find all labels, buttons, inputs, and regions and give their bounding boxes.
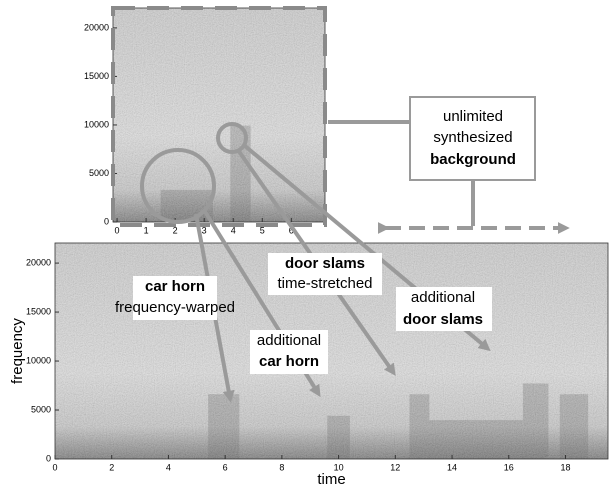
x-tick-label: 6	[223, 462, 228, 472]
x-tick-label: 0	[115, 225, 120, 235]
annotation: car horn	[145, 278, 205, 295]
callout-box	[409, 96, 536, 181]
y-tick-label: 5000	[89, 168, 109, 178]
x-tick-label: 2	[173, 225, 178, 235]
noise	[113, 8, 325, 222]
y-tick-label: 0	[104, 216, 109, 226]
x-tick-label: 2	[109, 462, 114, 472]
annotation: synthesized	[433, 129, 512, 146]
annotation: car horn	[259, 353, 319, 370]
label-bg	[396, 287, 492, 331]
x-tick-label: 10	[334, 462, 344, 472]
annotation: unlimited	[443, 108, 503, 125]
x-tick-label: 4	[166, 462, 171, 472]
x-tick-label: 14	[447, 462, 457, 472]
y-tick-label: 20000	[84, 22, 109, 32]
x-tick-label: 6	[289, 225, 294, 235]
y-tick-label: 10000	[84, 119, 109, 129]
x-tick-label: 12	[390, 462, 400, 472]
dashed-frame	[111, 6, 327, 227]
top-spectrogram: 0 1 2 3 4 5 6 0 5000 10000 15000 20000	[84, 7, 326, 235]
annotation: background	[430, 151, 516, 168]
annotation: additional	[411, 289, 475, 306]
x-tick-label: 0	[52, 462, 57, 472]
x-tick-label: 1	[144, 225, 149, 235]
y-tick-label: 10000	[26, 355, 51, 365]
label-bg	[250, 330, 328, 374]
x-tick-label: 8	[279, 462, 284, 472]
annotation: time-stretched	[277, 275, 372, 292]
x-tick-label: 18	[560, 462, 570, 472]
y-tick-label: 20000	[26, 257, 51, 267]
highlight-circle	[140, 148, 216, 224]
x-tick-label: 5	[260, 225, 265, 235]
y-tick-label: 0	[46, 453, 51, 463]
y-tick-label: 5000	[31, 404, 51, 414]
label-bg	[133, 276, 217, 320]
x-tick-label: 4	[231, 225, 236, 235]
y-tick-label: 15000	[84, 71, 109, 81]
annotation: door slams	[285, 255, 365, 272]
x-tick-label: 3	[202, 225, 207, 235]
x-tick-label: 16	[504, 462, 514, 472]
annotation: frequency-warped	[115, 299, 235, 316]
y-axis-label: frequency	[9, 318, 26, 384]
label-bg	[268, 253, 382, 295]
annotations: car horn frequency-warped additional car…	[115, 108, 516, 374]
x-axis-label: time	[317, 471, 345, 486]
annotation: additional	[257, 332, 321, 349]
highlight-circle	[216, 122, 248, 154]
annotation: door slams	[403, 311, 483, 328]
plot-frame	[54, 242, 609, 460]
y-tick-label: 15000	[26, 306, 51, 316]
